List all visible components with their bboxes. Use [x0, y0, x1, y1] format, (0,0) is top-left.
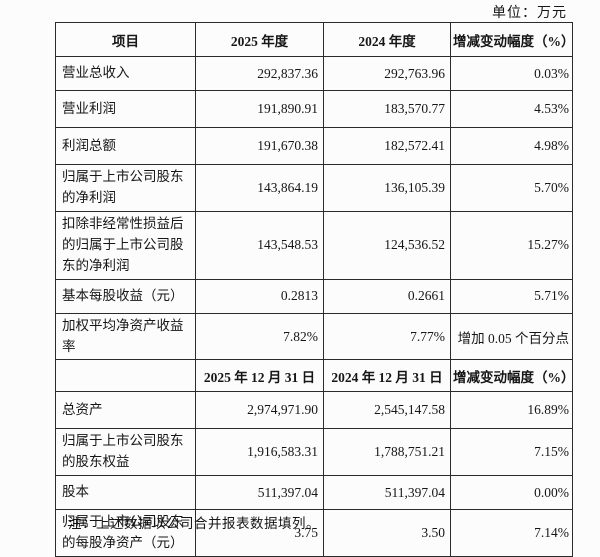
table-row-operating-profit: 营业利润 191,890.91 183,570.77 4.53% [55, 90, 573, 128]
financial-summary-table: 项目 2025 年度 2024 年度 增减变动幅度（%） 营业总收入 292,8… [55, 22, 573, 557]
value-2024-cell: 511,397.04 [323, 475, 451, 511]
footnote: 注：上述数据以公司合并报表数据填列。 [68, 516, 320, 531]
table-row-shareholders-equity: 归属于上市公司股东的股东权益 1,916,583.31 1,788,751.21… [55, 428, 573, 477]
row-label-cell: 基本每股收益（元） [55, 278, 196, 314]
row-label-cell: 加权平均净资产收益率 [55, 312, 196, 361]
header-2024: 2024 年度 [323, 22, 451, 57]
row-label-cell: 营业总收入 [55, 56, 196, 91]
value-2024-cell: 3.50 [323, 509, 451, 557]
row-label-cell: 股本 [55, 475, 196, 511]
change-cell: 4.98% [450, 127, 573, 165]
change-cell: 0.03% [450, 56, 573, 91]
header-2025-date: 2025 年 12 月 31 日 [195, 359, 324, 393]
value-2025-cell: 2,974,971.90 [195, 391, 324, 430]
row-label-cell: 归属于上市公司股东的净利润 [55, 164, 196, 212]
table-row-basic-eps: 基本每股收益（元） 0.2813 0.2661 5.71% [55, 278, 573, 314]
table-header-row-balance-dates: 2025 年 12 月 31 日 2024 年 12 月 31 日 增减变动幅度… [55, 359, 573, 393]
change-cell: 增加 0.05 个百分点 [450, 312, 573, 361]
change-cell: 16.89% [450, 391, 573, 430]
table-row-total-profit: 利润总额 191,670.38 182,572.41 4.98% [55, 127, 573, 165]
value-2024-cell: 2,545,147.58 [323, 391, 451, 430]
table-row-weighted-avg-roe: 加权平均净资产收益率 7.82% 7.77% 增加 0.05 个百分点 [55, 312, 573, 361]
table-row-total-revenue: 营业总收入 292,837.36 292,763.96 0.03% [55, 56, 573, 91]
change-cell: 7.15% [450, 428, 573, 477]
header-change: 增减变动幅度（%） [450, 22, 573, 57]
value-2025-cell: 143,864.19 [195, 164, 324, 212]
value-2025-cell: 292,837.36 [195, 56, 324, 91]
value-2025-cell: 191,670.38 [195, 127, 324, 165]
value-2025-cell: 143,548.53 [195, 210, 324, 280]
change-cell: 0.00% [450, 475, 573, 511]
value-2024-cell: 292,763.96 [323, 56, 451, 91]
row-label-cell: 归属于上市公司股东的股东权益 [55, 428, 196, 477]
value-2024-cell: 182,572.41 [323, 127, 451, 165]
value-2024-cell: 7.77% [323, 312, 451, 361]
table-row-net-profit-deducted: 扣除非经常性损益后的归属于上市公司股东的净利润 143,548.53 124,5… [55, 210, 573, 280]
value-2024-cell: 0.2661 [323, 278, 451, 314]
value-2024-cell: 124,536.52 [323, 210, 451, 280]
row-label-cell: 总资产 [55, 391, 196, 430]
change-cell: 7.14% [450, 509, 573, 557]
row-label-cell: 利润总额 [55, 127, 196, 165]
table-row-net-profit-attributable: 归属于上市公司股东的净利润 143,864.19 136,105.39 5.70… [55, 164, 573, 212]
unit-label: 单位：万元 [492, 6, 567, 21]
header-item: 项目 [55, 22, 196, 57]
change-cell: 5.70% [450, 164, 573, 212]
value-2024-cell: 183,570.77 [323, 90, 451, 128]
header-change: 增减变动幅度（%） [450, 359, 573, 393]
row-label-cell: 扣除非经常性损益后的归属于上市公司股东的净利润 [55, 210, 196, 280]
table-row-total-assets: 总资产 2,974,971.90 2,545,147.58 16.89% [55, 391, 573, 430]
change-cell: 5.71% [450, 278, 573, 314]
change-cell: 15.27% [450, 210, 573, 280]
value-2025-cell: 511,397.04 [195, 475, 324, 511]
table-header-row-annual: 项目 2025 年度 2024 年度 增减变动幅度（%） [55, 22, 573, 57]
change-cell: 4.53% [450, 90, 573, 128]
value-2024-cell: 136,105.39 [323, 164, 451, 212]
value-2025-cell: 1,916,583.31 [195, 428, 324, 477]
value-2025-cell: 191,890.91 [195, 90, 324, 128]
value-2025-cell: 0.2813 [195, 278, 324, 314]
value-2025-cell: 7.82% [195, 312, 324, 361]
row-label-cell: 营业利润 [55, 90, 196, 128]
header-2025: 2025 年度 [195, 22, 324, 57]
table-row-share-capital: 股本 511,397.04 511,397.04 0.00% [55, 475, 573, 511]
header-item-empty [55, 359, 196, 393]
value-2024-cell: 1,788,751.21 [323, 428, 451, 477]
header-2024-date: 2024 年 12 月 31 日 [323, 359, 451, 393]
